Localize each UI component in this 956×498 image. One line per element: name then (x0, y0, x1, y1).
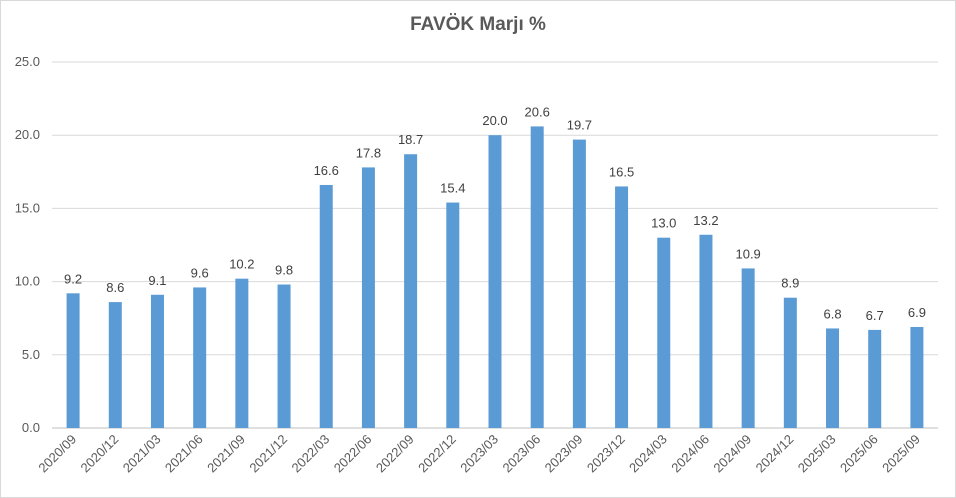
x-tick-label: 2023/06 (499, 432, 543, 476)
x-tick-label: 2021/06 (162, 432, 206, 476)
bar (868, 329, 882, 428)
bar (741, 268, 755, 428)
data-label: 18.7 (398, 132, 423, 147)
bars (66, 126, 924, 429)
bar (530, 126, 544, 428)
bar (615, 186, 629, 428)
data-label: 8.9 (781, 276, 799, 291)
bar (361, 167, 375, 428)
x-tick-label: 2023/03 (457, 432, 501, 476)
chart-title: FAVÖK Marjı % (410, 14, 546, 35)
x-tick-label: 2021/09 (204, 432, 248, 476)
bar (150, 294, 164, 428)
x-tick-label: 2022/12 (415, 432, 459, 476)
x-tick-label: 2024/12 (753, 432, 797, 476)
y-tick-label: 15.0 (15, 200, 40, 215)
bar (193, 287, 207, 428)
x-tick-label: 2022/06 (331, 432, 375, 476)
data-label: 16.6 (314, 163, 339, 178)
data-label: 19.7 (567, 118, 592, 133)
bar (319, 184, 333, 428)
x-tick-label: 2020/12 (78, 432, 122, 476)
data-label: 8.6 (106, 280, 124, 295)
bar (699, 234, 713, 428)
x-tick-label: 2025/03 (795, 432, 839, 476)
data-label: 9.6 (191, 265, 209, 280)
data-label: 6.8 (823, 306, 841, 321)
bar (910, 326, 924, 428)
data-label: 9.2 (64, 271, 82, 286)
data-label: 15.4 (440, 181, 465, 196)
x-tick-label: 2025/09 (879, 432, 923, 476)
data-label: 10.9 (735, 246, 760, 261)
bar (783, 297, 797, 428)
y-tick-label: 10.0 (15, 274, 40, 289)
x-tick-label: 2025/06 (837, 432, 881, 476)
x-tick-label: 2024/03 (626, 432, 670, 476)
bar (657, 237, 671, 428)
bar (826, 328, 840, 428)
bar (108, 302, 122, 428)
data-label: 17.8 (356, 145, 381, 160)
data-label: 10.2 (229, 257, 254, 272)
bar (572, 139, 586, 429)
y-tick-label: 0.0 (22, 420, 40, 435)
data-label: 13.0 (651, 216, 676, 231)
x-tick-label: 2020/09 (35, 432, 79, 476)
data-labels: 9.2 8.6 9.1 9.6 10.2 9.8 16.6 17.8 18.7 15.4 20.0 2… (64, 104, 926, 322)
data-label: 16.5 (609, 164, 634, 179)
y-tick-label: 20.0 (15, 127, 40, 142)
bar (488, 135, 502, 428)
bar (446, 202, 460, 428)
x-axis-ticks: 2020/092020/122021/032021/062021/092021/… (35, 432, 923, 476)
y-tick-label: 5.0 (22, 347, 40, 362)
bar (66, 293, 80, 428)
data-label: 6.7 (866, 308, 884, 323)
x-tick-label: 2021/12 (246, 432, 290, 476)
data-label: 9.1 (148, 273, 166, 288)
x-tick-label: 2023/09 (542, 432, 586, 476)
data-label: 20.0 (482, 113, 507, 128)
y-tick-label: 25.0 (15, 54, 40, 69)
x-tick-label: 2021/03 (120, 432, 164, 476)
data-label: 9.8 (275, 263, 293, 278)
x-tick-label: 2023/12 (584, 432, 628, 476)
y-axis-ticks: 0.0 5.0 10.0 15.0 20.0 25.0 (15, 54, 40, 435)
x-tick-label: 2024/09 (710, 432, 754, 476)
bar (277, 284, 291, 428)
x-tick-label: 2022/09 (373, 432, 417, 476)
bar (235, 278, 249, 428)
bar (404, 154, 418, 428)
x-tick-label: 2024/06 (668, 432, 712, 476)
data-label: 6.9 (908, 305, 926, 320)
data-label: 20.6 (525, 104, 550, 119)
data-label: 13.2 (693, 213, 718, 228)
x-tick-label: 2022/03 (289, 432, 333, 476)
